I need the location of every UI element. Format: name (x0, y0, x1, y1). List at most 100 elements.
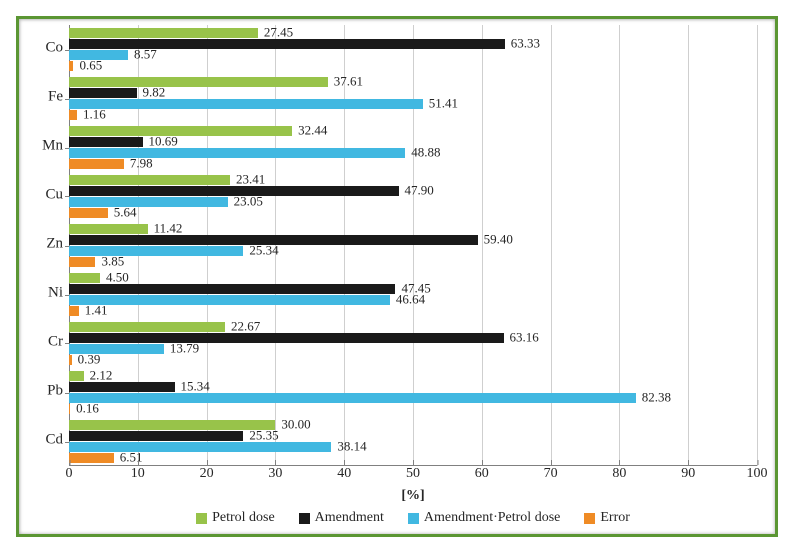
bar: 15.34 (69, 382, 175, 392)
bar: 38.14 (69, 442, 331, 452)
legend-item: Amendment·Petrol dose (408, 510, 560, 526)
y-tick-label: Pb (47, 382, 69, 399)
x-tick-mark (413, 460, 414, 465)
bar: 63.16 (69, 333, 504, 343)
bar-value-label: 0.65 (73, 58, 102, 74)
bar: 0.16 (69, 404, 70, 414)
bar-fill (69, 322, 225, 332)
x-tick-label: 50 (406, 466, 420, 482)
bar: 48.88 (69, 148, 405, 158)
bar: 22.67 (69, 322, 225, 332)
bar-value-label: 32.44 (292, 123, 327, 139)
x-tick-mark (207, 460, 208, 465)
bar: 82.38 (69, 393, 636, 403)
bar-fill (69, 431, 243, 441)
bar-value-label: 47.90 (399, 183, 434, 199)
bar: 10.69 (69, 137, 143, 147)
bar: 2.12 (69, 371, 84, 381)
bar-value-label: 59.40 (478, 232, 513, 248)
x-tick-label: 10 (131, 466, 145, 482)
x-axis-label: [%] (69, 488, 757, 504)
bar-value-label: 46.64 (390, 292, 425, 308)
bar-fill (69, 333, 504, 343)
bar: 25.35 (69, 431, 243, 441)
legend-swatch (584, 513, 595, 524)
bar-fill (69, 453, 114, 463)
bar-value-label: 48.88 (405, 145, 440, 161)
bar-fill (69, 382, 175, 392)
bar-value-label: 25.34 (243, 243, 278, 259)
bar-fill (69, 224, 148, 234)
bar-value-label: 1.16 (77, 107, 106, 123)
bar-value-label: 3.85 (95, 254, 124, 270)
category-group: Zn11.4259.4025.343.85 (69, 221, 757, 270)
bar-fill (69, 295, 390, 305)
x-tick-mark (275, 460, 276, 465)
bar-fill (69, 393, 636, 403)
x-tick-mark (619, 460, 620, 465)
x-tick-label: 90 (681, 466, 695, 482)
x-tick-label: 80 (612, 466, 626, 482)
bar: 46.64 (69, 295, 390, 305)
bar: 9.82 (69, 88, 137, 98)
bar: 23.05 (69, 197, 228, 207)
bar-fill (69, 88, 137, 98)
bar-fill (69, 159, 124, 169)
bar: 4.50 (69, 273, 100, 283)
x-tick-label: 30 (268, 466, 282, 482)
bar-value-label: 38.14 (331, 439, 366, 455)
category-group: Cd30.0025.3538.146.51 (69, 417, 757, 466)
category-group: Mn32.4410.6948.887.98 (69, 123, 757, 172)
bar-value-label: 63.16 (504, 330, 539, 346)
bar-value-label: 30.00 (275, 417, 310, 433)
bar: 3.85 (69, 257, 95, 267)
category-group: Pb2.1215.3482.380.16 (69, 368, 757, 417)
x-tick-mark (688, 460, 689, 465)
y-tick-label: Cr (48, 333, 69, 350)
bar-value-label: 0.16 (70, 401, 99, 417)
x-ticks: 0102030405060708090100 (69, 466, 757, 486)
y-tick-label: Co (45, 39, 69, 56)
category-group: Ni4.5047.4546.641.41 (69, 270, 757, 319)
bar-fill (69, 284, 395, 294)
bar-fill (69, 257, 95, 267)
y-tick-label: Fe (48, 88, 69, 105)
category-group: Co27.4563.338.570.65 (69, 25, 757, 74)
legend-item: Error (584, 510, 630, 526)
legend-label: Amendment·Petrol dose (424, 510, 560, 526)
legend-label: Error (600, 510, 630, 526)
bar-value-label: 13.79 (164, 341, 199, 357)
bar-fill (69, 442, 331, 452)
bar: 27.45 (69, 28, 258, 38)
x-tick-mark (344, 460, 345, 465)
bar-fill (69, 110, 77, 120)
bar-fill (69, 273, 100, 283)
bar: 1.41 (69, 306, 79, 316)
x-tick-mark (138, 460, 139, 465)
x-tick-label: 60 (475, 466, 489, 482)
bar-fill (69, 371, 84, 381)
bar: 23.41 (69, 175, 230, 185)
x-tick-mark (551, 460, 552, 465)
y-tick-label: Cd (45, 431, 69, 448)
bar-fill (69, 175, 230, 185)
bar-value-label: 7.98 (124, 156, 153, 172)
legend-label: Petrol dose (212, 510, 275, 526)
chart-frame: Co27.4563.338.570.65Fe37.619.8251.411.16… (0, 0, 794, 549)
category-group: Fe37.619.8251.411.16 (69, 74, 757, 123)
bar-value-label: 0.39 (72, 352, 101, 368)
x-tick-label: 70 (544, 466, 558, 482)
bar-value-label: 8.57 (128, 47, 157, 63)
x-tick-mark (482, 460, 483, 465)
bar: 11.42 (69, 224, 148, 234)
bar-value-label: 5.64 (108, 205, 137, 221)
bar-value-label: 82.38 (636, 390, 671, 406)
category-group: Cu23.4147.9023.055.64 (69, 172, 757, 221)
category-group: Cr22.6763.1613.790.39 (69, 319, 757, 368)
bar: 5.64 (69, 208, 108, 218)
bar-value-label: 51.41 (423, 96, 458, 112)
bar-value-label: 1.41 (79, 303, 108, 319)
bar-fill (69, 306, 79, 316)
bar-value-label: 37.61 (328, 74, 363, 90)
legend-item: Petrol dose (196, 510, 275, 526)
